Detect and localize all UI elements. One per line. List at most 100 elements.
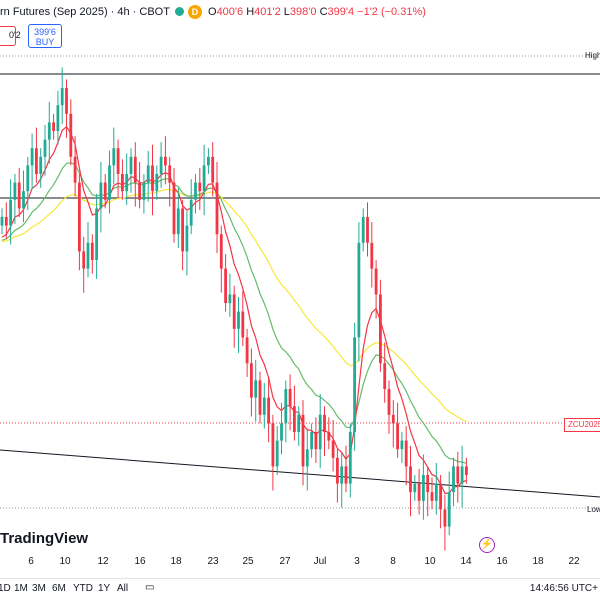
candle-body	[271, 423, 275, 467]
candle-body	[434, 483, 438, 501]
change-value: −1'2 (−0.31%)	[357, 6, 426, 18]
high-label: H	[246, 6, 255, 18]
candle-body	[340, 466, 344, 484]
candle-body	[439, 483, 442, 510]
candle-body	[465, 466, 468, 475]
low-price-label: Low	[587, 505, 600, 514]
candle-body	[17, 182, 21, 209]
time-tick: 10	[59, 556, 71, 567]
candle-body	[232, 294, 236, 329]
close-label: C	[319, 6, 328, 18]
time-tick: 16	[496, 556, 508, 567]
candle-body	[297, 414, 301, 432]
candle-body	[78, 182, 81, 252]
buy-button[interactable]: 399'6 BUY	[28, 24, 62, 48]
time-tick: 18	[170, 556, 182, 567]
range-6m[interactable]: 6M	[52, 583, 66, 594]
trend-line	[0, 449, 600, 498]
candle-body	[280, 423, 283, 441]
low-value: 398'0	[289, 6, 317, 18]
ema-fast-line	[1, 125, 467, 495]
candle-body	[305, 449, 309, 467]
high-price-label: High	[585, 51, 600, 60]
time-axis[interactable]: 6 10 12 16 18 23 25 27 Jul 3 8 10 14 16 18 22	[0, 556, 600, 570]
candle-body	[379, 294, 382, 364]
candle-body	[400, 440, 404, 450]
candle-body	[35, 148, 38, 174]
candle-body	[374, 268, 378, 295]
sell-button[interactable]	[0, 26, 16, 46]
delayed-data-badge[interactable]: D	[188, 5, 202, 19]
candle-body	[237, 311, 240, 329]
candle-body	[344, 466, 348, 484]
candle-body	[353, 337, 356, 432]
time-tick: 16	[134, 556, 146, 567]
open-value: 400'6	[216, 6, 244, 18]
candle-body	[39, 156, 43, 174]
candle-body	[370, 242, 374, 269]
candle-body	[314, 432, 318, 450]
range-3m[interactable]: 3M	[32, 583, 46, 594]
buy-label: BUY	[35, 37, 55, 47]
bottom-toolbar: 1D 1M 3M 6M YTD 1Y All ▭ 14:46:56 UTC+	[0, 578, 600, 599]
candle-body	[4, 217, 8, 226]
candle-body	[275, 440, 279, 467]
candle-body	[103, 182, 107, 200]
clock[interactable]: 14:46:56 UTC+	[529, 583, 598, 594]
replay-icon[interactable]: ⚡	[479, 537, 495, 553]
candle-body	[181, 208, 184, 252]
candle-body	[396, 423, 399, 450]
candle-body	[357, 242, 361, 338]
candle-body	[26, 165, 30, 192]
time-tick: 10	[424, 556, 436, 567]
candle-body	[138, 182, 141, 200]
range-1m[interactable]: 1M	[14, 583, 28, 594]
spread-value: 0'2	[9, 30, 21, 40]
ema-mid-line	[1, 162, 467, 464]
candle-body	[447, 492, 451, 527]
candle-body	[176, 208, 180, 235]
range-1d[interactable]: 1D	[0, 583, 11, 594]
candle-body	[228, 294, 232, 303]
time-tick: 3	[354, 556, 360, 567]
trade-buttons: 0'2 399'6 BUY	[0, 24, 200, 50]
candle-body	[146, 165, 150, 183]
date-range-icon[interactable]: ▭	[145, 582, 155, 593]
candle-body	[409, 466, 412, 493]
candle-body	[142, 182, 146, 200]
candle-body	[460, 466, 464, 484]
candle-body	[224, 268, 227, 303]
range-all[interactable]: All	[117, 583, 129, 594]
ohlc-values: O400'6 H401'2 L398'0 C399'4 −1'2 (−0.31%…	[208, 0, 426, 24]
open-label: O	[208, 6, 217, 18]
candle-body	[155, 174, 159, 192]
time-tick: 22	[568, 556, 580, 567]
candle-body	[69, 113, 73, 157]
candle-body	[430, 492, 434, 501]
range-1y[interactable]: 1Y	[98, 583, 111, 594]
candle-body	[452, 466, 455, 493]
candle-body	[108, 165, 111, 200]
candle-body	[99, 182, 103, 209]
range-ytd[interactable]: YTD	[73, 583, 93, 594]
time-tick: 12	[97, 556, 109, 567]
candle-body	[86, 242, 90, 269]
candle-body	[310, 432, 313, 450]
candle-body	[426, 475, 430, 493]
candle-body	[219, 234, 223, 269]
market-open-icon	[175, 7, 184, 16]
candle-body	[73, 156, 77, 183]
candle-body	[383, 363, 387, 389]
candle-body	[215, 182, 219, 235]
symbol-price-label[interactable]: ZCU2025	[564, 418, 600, 432]
time-tick: 27	[279, 556, 291, 567]
candle-body	[391, 414, 395, 424]
candle-body	[125, 174, 129, 192]
symbol-title[interactable]: rn Futures (Sep 2025) · 4h · CBOT	[0, 6, 170, 18]
buy-price: 399'6	[34, 27, 56, 37]
tradingview-logo[interactable]: TradingView	[0, 530, 89, 547]
chart-header: rn Futures (Sep 2025) · 4h · CBOT D O400…	[0, 0, 600, 24]
high-value: 401'2	[254, 6, 281, 18]
candle-body	[293, 406, 296, 432]
